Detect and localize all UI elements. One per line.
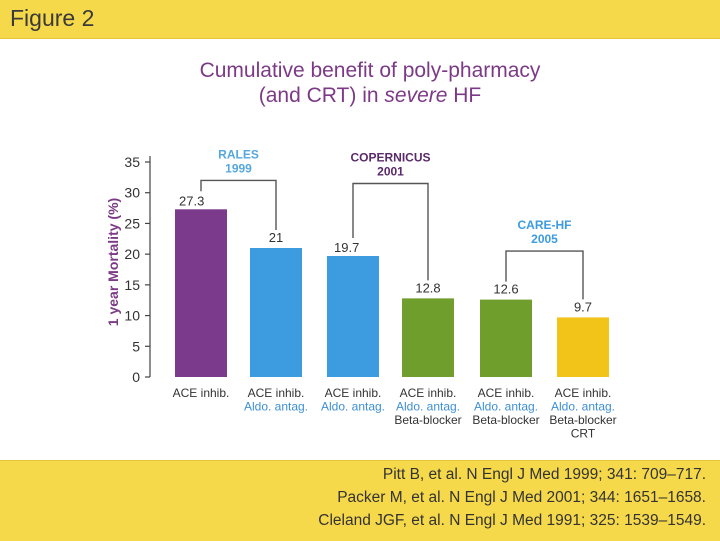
y-tick-label-25: 25 (124, 215, 140, 231)
footer-band (0, 460, 720, 541)
trial-year-3: 2005 (531, 232, 558, 246)
chart-title: Cumulative benefit of poly-pharmacy (and… (110, 58, 630, 108)
category-label-6-line-2: Aldo. antag. (551, 400, 615, 414)
trial-year-2: 2001 (377, 165, 404, 179)
bar-1 (175, 209, 227, 377)
category-label-3-line-2: Aldo. antag. (321, 400, 385, 414)
reference-1: Pitt B, et al. N Engl J Med 1999; 341: 7… (382, 466, 706, 483)
bar-4 (402, 298, 454, 377)
bar-value-label-6: 9.7 (574, 299, 592, 314)
category-label-6-line-4: CRT (571, 427, 596, 441)
trial-name-1: RALES (218, 147, 259, 161)
y-tick-label-5: 5 (132, 338, 140, 354)
chart-title-line-1: Cumulative benefit of poly-pharmacy (199, 59, 541, 82)
category-label-2-line-2: Aldo. antag. (244, 400, 308, 414)
header-band: Figure 2 (0, 0, 720, 39)
chart-title-line-2-prefix: (and CRT) in (258, 84, 385, 107)
category-label-6-line-3: Beta-blocker (549, 413, 616, 427)
y-tick-label-35: 35 (124, 154, 140, 170)
chart-title-emphasis: severe (384, 84, 448, 107)
bar-value-label-2: 21 (269, 230, 283, 245)
y-axis-title: 1 year Mortality (%) (105, 198, 121, 326)
reference-2: Packer M, et al. N Engl J Med 2001; 344:… (337, 489, 706, 506)
bar-value-label-1: 27.3 (179, 193, 204, 208)
figure-label: Figure 2 (10, 5, 95, 31)
trial-name-2: COPERNICUS (350, 151, 430, 165)
category-label-4-line-3: Beta-blocker (394, 413, 461, 427)
category-label-2-line-1: ACE inhib. (248, 386, 305, 400)
references: Pitt B, et al. N Engl J Med 1999; 341: 7… (318, 463, 706, 532)
y-tick-label-30: 30 (124, 185, 140, 201)
category-label-5-line-1: ACE inhib. (478, 386, 535, 400)
trial-bracket-1 (200, 179, 277, 230)
bar-2 (250, 248, 302, 377)
bar-value-label-5: 12.6 (493, 282, 518, 297)
category-label-1-line-1: ACE inhib. (173, 386, 230, 400)
category-label-4-line-2: Aldo. antag. (396, 400, 460, 414)
category-label-3-line-1: ACE inhib. (325, 386, 382, 400)
trial-bracket-3 (505, 250, 584, 300)
bar-value-label-3: 19.7 (334, 240, 359, 255)
trial-bracket-2 (352, 182, 429, 281)
chart-title-line-2: (and CRT) in severe HF (110, 83, 630, 108)
bar-3 (327, 255, 379, 377)
bar-value-label-4: 12.8 (415, 280, 440, 295)
reference-3: Cleland JGF, et al. N Engl J Med 1991; 3… (318, 512, 706, 529)
y-tick-label-0: 0 (132, 369, 140, 385)
category-label-5-line-3: Beta-blocker (472, 413, 539, 427)
category-label-6-line-1: ACE inhib. (555, 386, 612, 400)
mortality-bar-chart: 0 5 10 15 20 25 30 35 1 year Mortality (%) 27.3 AC… (105, 147, 617, 441)
bar-5 (480, 299, 532, 377)
y-tick-label-15: 15 (124, 277, 140, 293)
chart-title-line-2-suffix: HF (447, 84, 482, 107)
trial-name-3: CARE-HF (518, 218, 572, 232)
category-label-5-line-2: Aldo. antag. (474, 400, 538, 414)
y-tick-label-20: 20 (124, 246, 140, 262)
bar-6 (557, 317, 609, 377)
trial-year-1: 1999 (225, 161, 252, 175)
category-label-4-line-1: ACE inhib. (400, 386, 457, 400)
y-tick-label-10: 10 (124, 308, 140, 324)
